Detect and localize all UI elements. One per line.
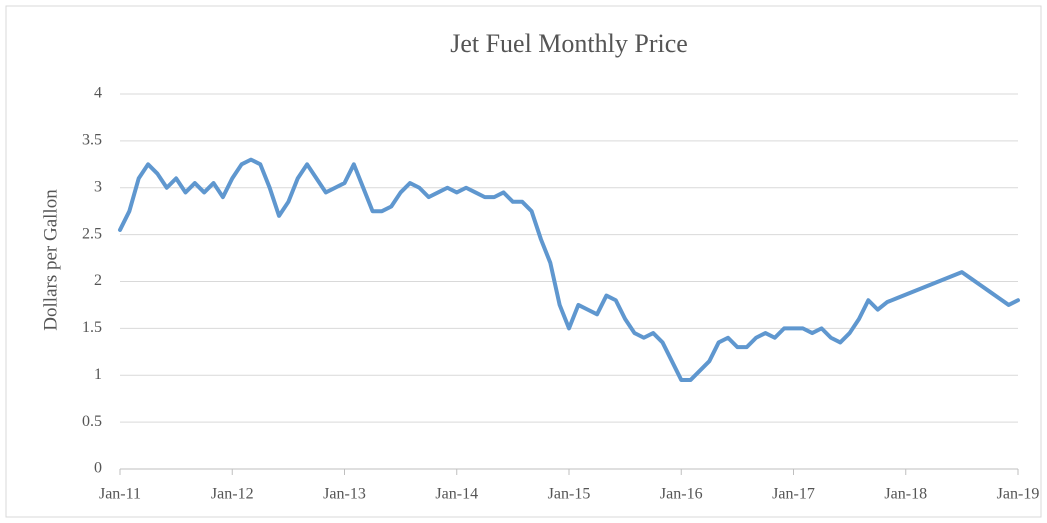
y-tick-label: 0 xyxy=(94,460,102,477)
chart-title: Jet Fuel Monthly Price xyxy=(450,29,688,58)
y-tick-label: 1.5 xyxy=(82,319,102,336)
y-axis-label: Dollars per Gallon xyxy=(40,189,61,331)
x-tick-label: Jan-11 xyxy=(99,486,141,503)
y-tick-label: 4 xyxy=(94,85,102,102)
x-tick-label: Jan-15 xyxy=(548,486,591,503)
y-tick-label: 2.5 xyxy=(82,225,102,242)
x-tick-label: Jan-13 xyxy=(323,486,366,503)
y-tick-label: 0.5 xyxy=(82,413,102,430)
x-tick-label: Jan-14 xyxy=(435,486,478,503)
price-line xyxy=(118,157,1020,382)
x-tick-label: Jan-17 xyxy=(772,486,815,503)
y-tick-label: 3.5 xyxy=(82,132,102,149)
x-tick-label: Jan-16 xyxy=(660,486,703,503)
y-tick-label: 1 xyxy=(94,366,102,383)
y-tick-label: 3 xyxy=(94,178,102,195)
x-tick-label: Jan-12 xyxy=(211,486,254,503)
y-tick-label: 2 xyxy=(94,272,102,289)
x-tick-label: Jan-18 xyxy=(884,486,927,503)
chart-border xyxy=(5,5,1042,518)
x-tick-label: Jan-19 xyxy=(997,486,1040,503)
